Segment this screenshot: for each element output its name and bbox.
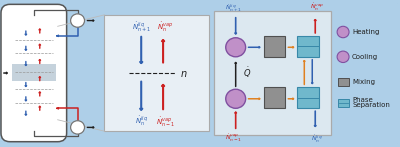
FancyBboxPatch shape (297, 87, 319, 108)
FancyBboxPatch shape (338, 78, 349, 86)
FancyBboxPatch shape (338, 99, 349, 107)
Circle shape (71, 121, 84, 134)
Text: $\dot{N}_{n}^{liq}$: $\dot{N}_{n}^{liq}$ (135, 114, 148, 128)
Text: $\dot{N}_{n}^{liq}$: $\dot{N}_{n}^{liq}$ (311, 134, 323, 145)
Circle shape (226, 89, 246, 108)
FancyBboxPatch shape (104, 15, 209, 131)
FancyBboxPatch shape (264, 36, 286, 57)
FancyBboxPatch shape (264, 87, 286, 108)
Circle shape (71, 14, 84, 27)
FancyBboxPatch shape (1, 4, 67, 142)
Text: $\dot{N}_{n}^{vap}$: $\dot{N}_{n}^{vap}$ (310, 2, 324, 13)
Text: Heating: Heating (352, 29, 380, 35)
FancyBboxPatch shape (297, 36, 319, 57)
Text: $\dot{N}_{n-1}^{vap}$: $\dot{N}_{n-1}^{vap}$ (225, 133, 242, 144)
Text: $\dot{N}_{n}^{vap}$: $\dot{N}_{n}^{vap}$ (157, 20, 173, 34)
Text: Mixing: Mixing (352, 79, 375, 85)
Circle shape (337, 26, 349, 38)
Text: $\dot{Q}$: $\dot{Q}$ (243, 66, 251, 80)
Text: $\dot{N}_{n+1}^{liq}$: $\dot{N}_{n+1}^{liq}$ (225, 2, 242, 14)
Text: Phase: Phase (352, 97, 373, 103)
Circle shape (226, 38, 246, 57)
FancyBboxPatch shape (214, 11, 331, 135)
Bar (12, 64, 56, 81)
Text: $\dot{N}_{n-1}^{vap}$: $\dot{N}_{n-1}^{vap}$ (156, 115, 175, 129)
Text: Separation: Separation (352, 102, 390, 108)
Circle shape (337, 51, 349, 62)
Text: Cooling: Cooling (352, 54, 378, 60)
Text: n: n (181, 69, 187, 79)
Text: $\dot{N}_{n+1}^{liq}$: $\dot{N}_{n+1}^{liq}$ (132, 20, 151, 34)
